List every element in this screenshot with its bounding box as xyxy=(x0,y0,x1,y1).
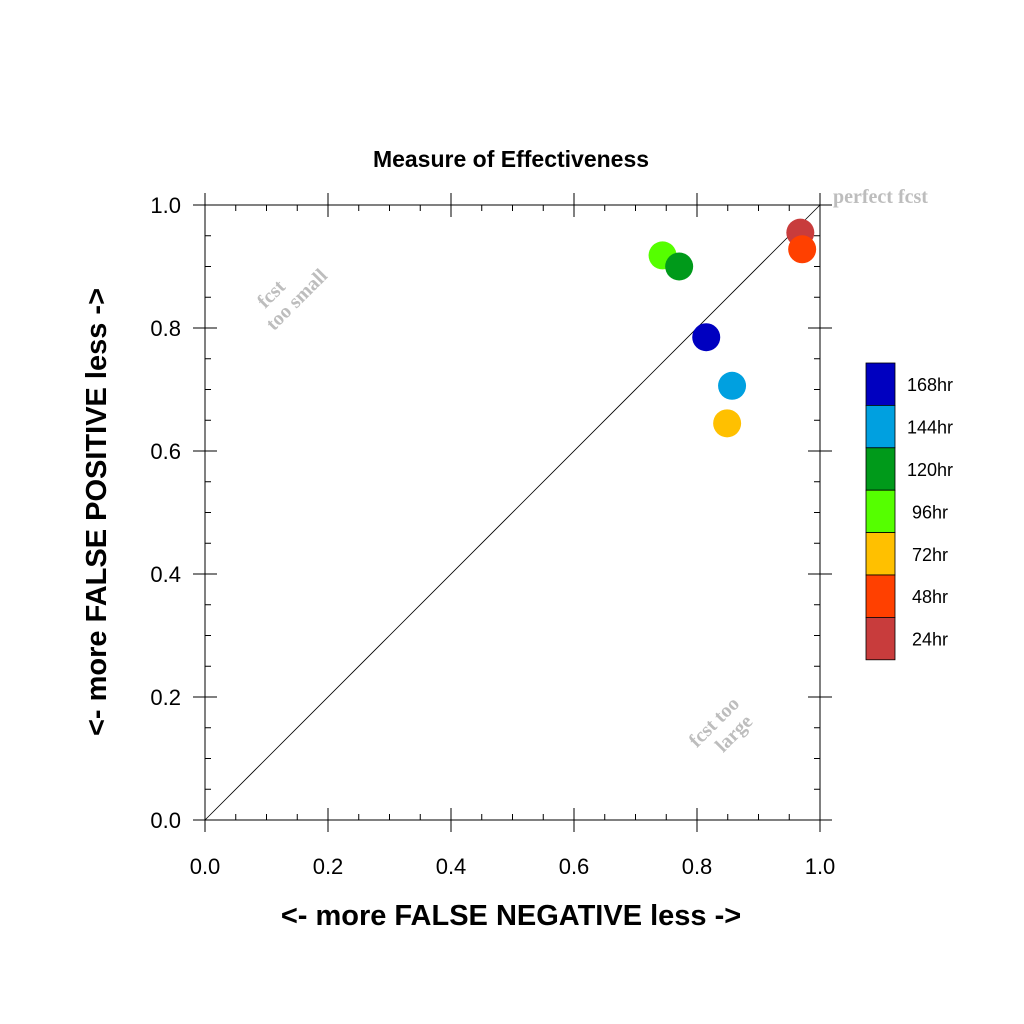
legend-label-72hr: 72hr xyxy=(912,545,948,565)
annotation-fcst-too-large: fcst too large xyxy=(685,693,758,757)
annotation-fcst-too-small: fcst too small xyxy=(253,265,332,335)
x-tick-label: 0.4 xyxy=(436,854,467,879)
point-168hr xyxy=(692,323,721,352)
y-tick-label: 1.0 xyxy=(150,193,181,218)
legend-label-96hr: 96hr xyxy=(912,502,948,522)
point-48hr xyxy=(788,235,817,264)
data-points xyxy=(648,218,817,438)
point-72hr xyxy=(713,409,742,438)
point-144hr xyxy=(718,371,747,400)
y-tick-label: 0.0 xyxy=(150,808,181,833)
legend-swatch-72hr xyxy=(865,532,896,576)
y-tick-label: 0.4 xyxy=(150,562,181,587)
point-120hr xyxy=(665,252,694,281)
legend-label-120hr: 120hr xyxy=(907,460,953,480)
annotation-perfect-fcst: perfect fcst xyxy=(833,186,928,208)
tick-labels: 0.0 0.2 0.4 0.6 0.8 1.0 0.0 0.2 0.4 0.6 0.8 1.0 xyxy=(150,193,835,879)
x-tick-label: 0.6 xyxy=(559,854,590,879)
perfect-forecast-diagonal xyxy=(204,204,821,821)
x-tick-label: 0.2 xyxy=(313,854,344,879)
legend-swatch-96hr xyxy=(865,489,896,534)
legend-label-168hr: 168hr xyxy=(907,375,953,395)
legend: 168hr 144hr 120hr 96hr 72hr 48hr 24hr xyxy=(865,362,953,661)
legend-swatch-120hr xyxy=(865,447,896,491)
legend-swatch-168hr xyxy=(865,362,896,406)
x-axis-title: <- more FALSE NEGATIVE less -> xyxy=(281,900,741,932)
x-tick-label: 0.8 xyxy=(682,854,713,879)
y-tick-label: 0.8 xyxy=(150,316,181,341)
y-tick-label: 0.6 xyxy=(150,439,181,464)
y-axis-title: <- more FALSE POSITIVE less -> xyxy=(81,288,113,736)
axis-ticks xyxy=(193,193,832,832)
x-tick-label: 1.0 xyxy=(805,854,836,879)
legend-swatch-144hr xyxy=(865,404,896,449)
legend-label-24hr: 24hr xyxy=(912,630,948,650)
chart-title: Measure of Effectiveness xyxy=(373,146,649,172)
x-tick-label: 0.0 xyxy=(190,854,221,879)
legend-swatch-48hr xyxy=(865,574,896,618)
y-tick-label: 0.2 xyxy=(150,685,181,710)
legend-label-48hr: 48hr xyxy=(912,587,948,607)
legend-label-144hr: 144hr xyxy=(907,418,953,438)
legend-swatch-24hr xyxy=(865,617,896,661)
